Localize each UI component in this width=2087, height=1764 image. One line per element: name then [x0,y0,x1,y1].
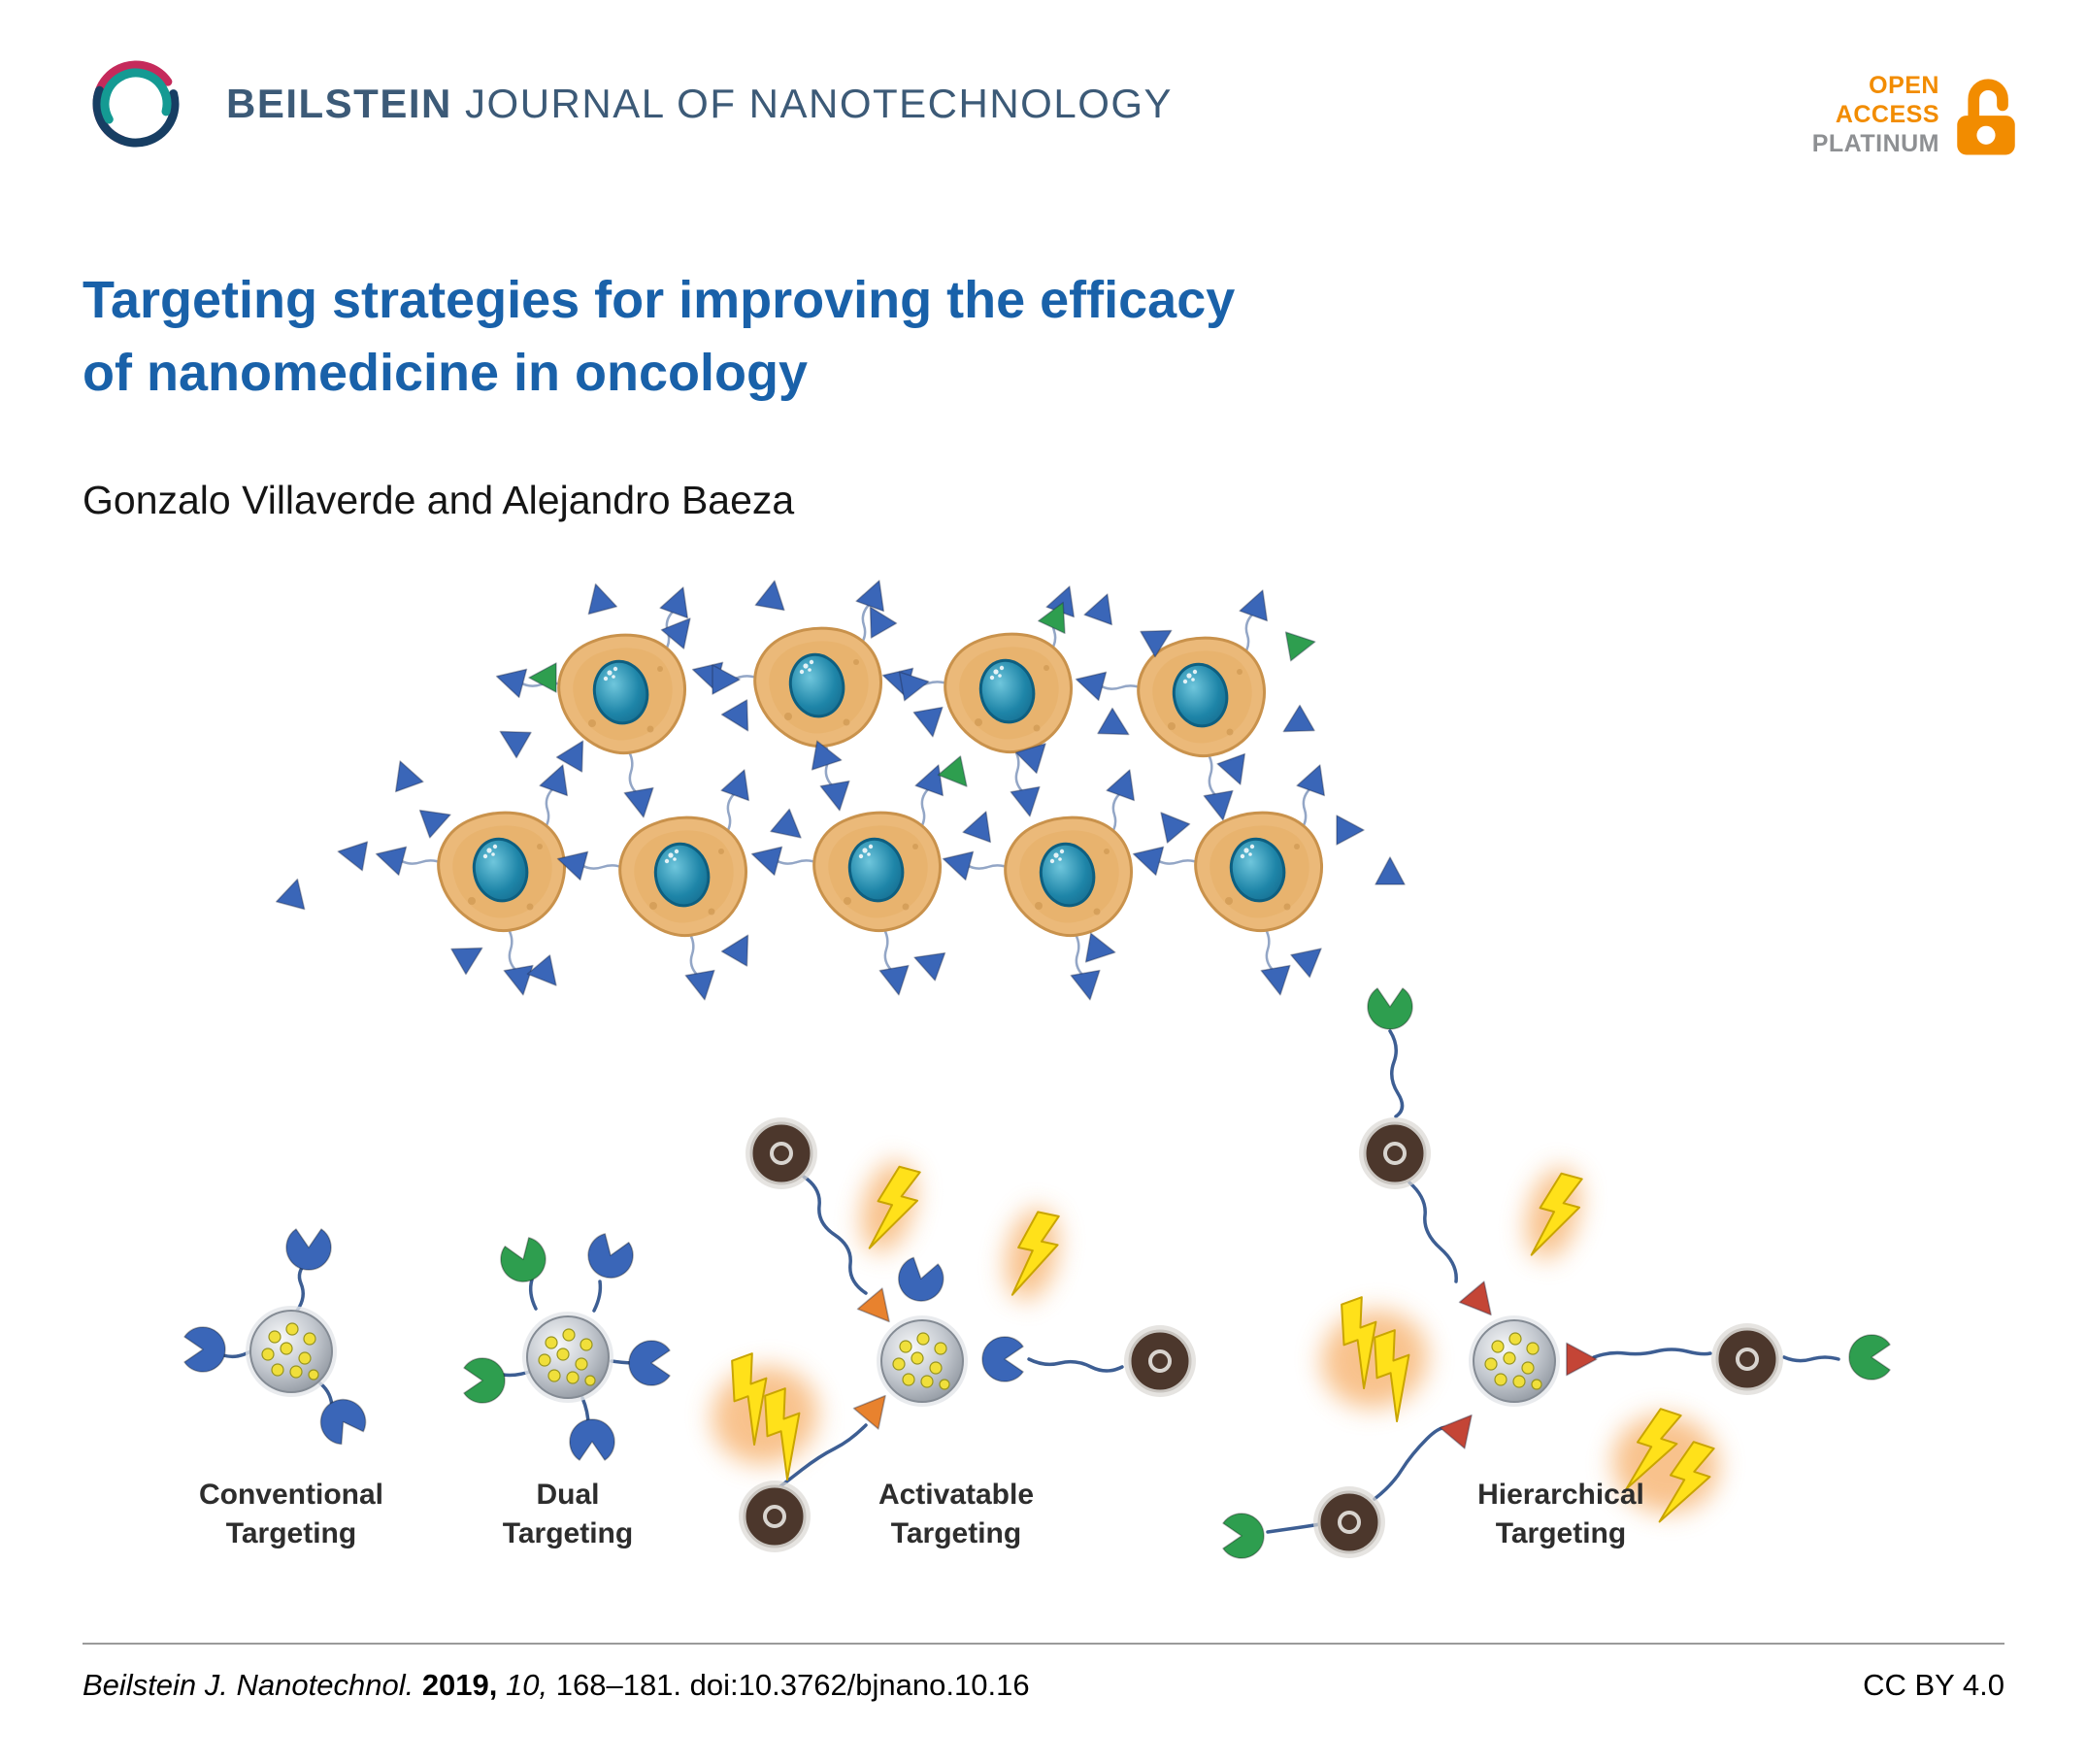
tumor-cell [689,576,893,813]
open-lock-icon [1957,79,2015,155]
label-line: Hierarchical [1477,1479,1644,1511]
receptor-icon [1222,1513,1265,1559]
open-access-text: OPEN ACCESS PLATINUM [1812,71,1939,158]
article-title: Targeting strategies for improving the e… [83,264,1235,409]
citation-year: 2019, [414,1668,507,1702]
label-line: Targeting [1495,1517,1627,1549]
receptor-icon [628,1340,671,1386]
citation: Beilstein J. Nanotechnol. 2019, 10, 168–… [83,1668,1030,1703]
article-authors: Gonzalo Villaverde and Alejandro Baeza [83,478,795,522]
footer-divider [83,1643,2004,1645]
label-dual-targeting: Dual Targeting [413,1476,723,1553]
receptor-icon [580,1229,639,1285]
tumor-cell [940,765,1143,1002]
journal-header: BEILSTEIN JOURNAL OF NANOTECHNOLOGY [83,50,1173,157]
journal-name-rest: JOURNAL OF NANOTECHNOLOGY [451,81,1174,126]
tumor-cell-cluster [373,576,1334,1002]
label-conventional-targeting: Conventional Targeting [136,1476,447,1553]
platinum-label: PLATINUM [1811,130,1939,157]
open-label: OPEN [1869,72,1939,99]
receptor-icon [495,1233,553,1289]
nanoparticle [245,1305,338,1398]
receptor-icon [1367,987,1413,1030]
receptor-icon [981,1336,1024,1382]
journal-name: BEILSTEIN JOURNAL OF NANOTECHNOLOGY [226,81,1173,127]
label-line: Dual [536,1479,600,1511]
enzyme-icon [1311,1484,1387,1560]
label-line: Targeting [890,1517,1022,1549]
dual-targeting-diagram [463,1229,671,1461]
receptor-icon [285,1228,332,1271]
citation-journal: Beilstein J. Nanotechnol. [83,1668,414,1702]
receptor-icon [463,1357,506,1404]
conventional-targeting-diagram [183,1228,373,1450]
nanoparticle [521,1311,614,1404]
label-line: Targeting [502,1517,634,1549]
tumor-cell [554,765,758,1002]
enzyme-icon [1709,1321,1785,1397]
enzyme-icon [737,1479,812,1554]
receptor-icon [892,1254,948,1307]
beilstein-logo-icon [92,60,180,148]
receptor-icon [183,1326,226,1373]
receptor-icon [569,1418,615,1461]
cleavable-linker-icon [1566,1342,1598,1377]
cleavable-linker-icon [1439,1404,1485,1449]
title-line-2: of nanomedicine in oncology [83,343,809,402]
enzyme-icon [1357,1115,1433,1191]
title-line-1: Targeting strategies for improving the e… [83,271,1236,329]
label-line: Activatable [878,1479,1035,1511]
tumor-cell [493,582,697,819]
receptor-icon [1848,1334,1891,1381]
enzyme-icon [744,1115,819,1191]
receptor-icon [312,1390,373,1450]
journal-name-bold: BEILSTEIN [226,81,452,126]
citation-volume: 10, [506,1668,556,1702]
license-label: CC BY 4.0 [1863,1668,2004,1702]
open-access-badge: OPEN ACCESS PLATINUM [1812,70,2019,159]
label-activatable-targeting: Activatable Targeting [801,1476,1111,1553]
label-line: Targeting [225,1517,357,1549]
citation-pages: 168–181. doi:10.3762/bjnano.10.16 [555,1668,1030,1702]
cleavable-linker-icon [1458,1281,1505,1326]
nanoparticle [1468,1315,1561,1408]
hierarchical-targeting-diagram [1222,987,1891,1560]
activatable-targeting-diagram [712,1115,1198,1554]
label-hierarchical-targeting: Hierarchical Targeting [1406,1476,1716,1553]
nanoparticle [876,1315,969,1408]
label-line: Conventional [198,1479,383,1511]
access-label: ACCESS [1835,101,1939,128]
enzyme-icon [1122,1323,1198,1399]
